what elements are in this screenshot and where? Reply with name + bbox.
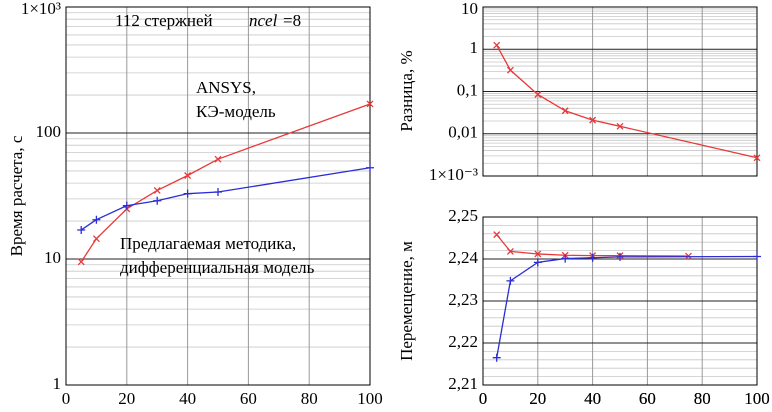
y-tick-label: 10 [461, 0, 478, 18]
x-tick-label: 100 [357, 389, 383, 408]
x-tick-label: 20 [118, 389, 135, 408]
point-marker [122, 201, 131, 210]
annotation: ncel [249, 11, 278, 30]
point-marker [753, 252, 761, 261]
x-tick-label: 40 [179, 389, 196, 408]
x-tick-label: 20 [529, 389, 546, 408]
x-tick-label: 60 [240, 389, 257, 408]
point-marker [492, 353, 501, 362]
x-tick-label: 100 [744, 389, 770, 408]
point-marker [753, 154, 761, 162]
point-marker [561, 107, 569, 115]
point-marker [561, 254, 570, 263]
y-axis-label: Время расчета, с [7, 135, 26, 256]
point-marker [589, 116, 597, 124]
point-marker [214, 155, 222, 163]
point-marker [493, 41, 501, 49]
x-tick-label: 80 [694, 389, 711, 408]
y-tick-label: 2,25 [448, 206, 478, 225]
point-marker [214, 188, 222, 197]
x-tick-label: 80 [694, 389, 711, 408]
annotation: 112 стержней [115, 11, 213, 30]
point-marker [92, 235, 100, 243]
point-marker [184, 172, 192, 179]
annotation: дифференциальная модель [120, 258, 315, 277]
y-tick-label: 100 [36, 122, 62, 141]
point-marker [77, 258, 85, 266]
point-marker [506, 276, 515, 285]
y-tick-label: 0,1 [457, 80, 478, 99]
y-axis-label: Перемещение, м [397, 241, 416, 361]
point-marker [183, 189, 192, 198]
x-tick-label: 80 [301, 389, 318, 408]
x-tick-label: 40 [584, 389, 601, 408]
point-marker [366, 163, 374, 172]
point-marker [153, 186, 161, 194]
x-tick-label: 0 [479, 389, 488, 408]
annotation: ANSYS, [196, 78, 256, 97]
panel: 0 20 40 60 80 100 1 10 100 1×10³ Время расчета, с 1… [7, 0, 383, 408]
x-tick-label: 60 [639, 389, 656, 408]
x-tick-label: 100 [744, 389, 770, 408]
point-marker [616, 252, 624, 261]
panel: 0 20 40 60 80 100 1×10⁻³ 0,01 0,1 1 10 Разница, % [397, 0, 770, 408]
y-tick-label: 1 [53, 374, 62, 393]
y-tick-label: 2,22 [448, 332, 478, 351]
point-marker [506, 66, 514, 74]
point-marker [588, 253, 597, 262]
x-tick-label: 0 [62, 389, 71, 408]
point-marker [153, 196, 162, 205]
y-tick-label: 0,01 [448, 123, 478, 142]
point-marker [506, 247, 514, 255]
y-axis-label: Разница, % [397, 50, 416, 131]
x-tick-label: 20 [529, 389, 546, 408]
y-tick-label: 2,23 [448, 290, 478, 309]
point-marker [534, 91, 542, 98]
y-tick-label: 2,24 [448, 248, 478, 267]
y-tick-label: 2,21 [448, 374, 478, 393]
y-tick-label: 1 [470, 38, 479, 57]
x-tick-label: 40 [584, 389, 601, 408]
point-marker [77, 225, 86, 234]
y-tick-label: 1×10³ [21, 0, 61, 18]
annotation: КЭ-модель [196, 102, 276, 121]
panel: 0 20 40 60 80 100 2,21 2,22 2,23 2,24 2,25 Перемеще… [397, 206, 770, 408]
x-tick-label: 60 [639, 389, 656, 408]
point-marker [493, 231, 501, 239]
y-tick-label: 1×10⁻³ [429, 165, 478, 184]
point-marker [533, 258, 542, 267]
point-marker [92, 215, 101, 224]
y-tick-label: 10 [44, 248, 61, 267]
x-tick-label: 0 [479, 389, 488, 408]
point-marker [534, 250, 542, 258]
plot-frame [65, 6, 371, 386]
point-marker [366, 100, 374, 108]
point-marker [616, 122, 624, 130]
plot-frame [482, 216, 758, 386]
annotation: Предлагаемая методика, [120, 234, 296, 253]
plot-frame [482, 6, 758, 177]
annotation: =8 [283, 11, 301, 30]
